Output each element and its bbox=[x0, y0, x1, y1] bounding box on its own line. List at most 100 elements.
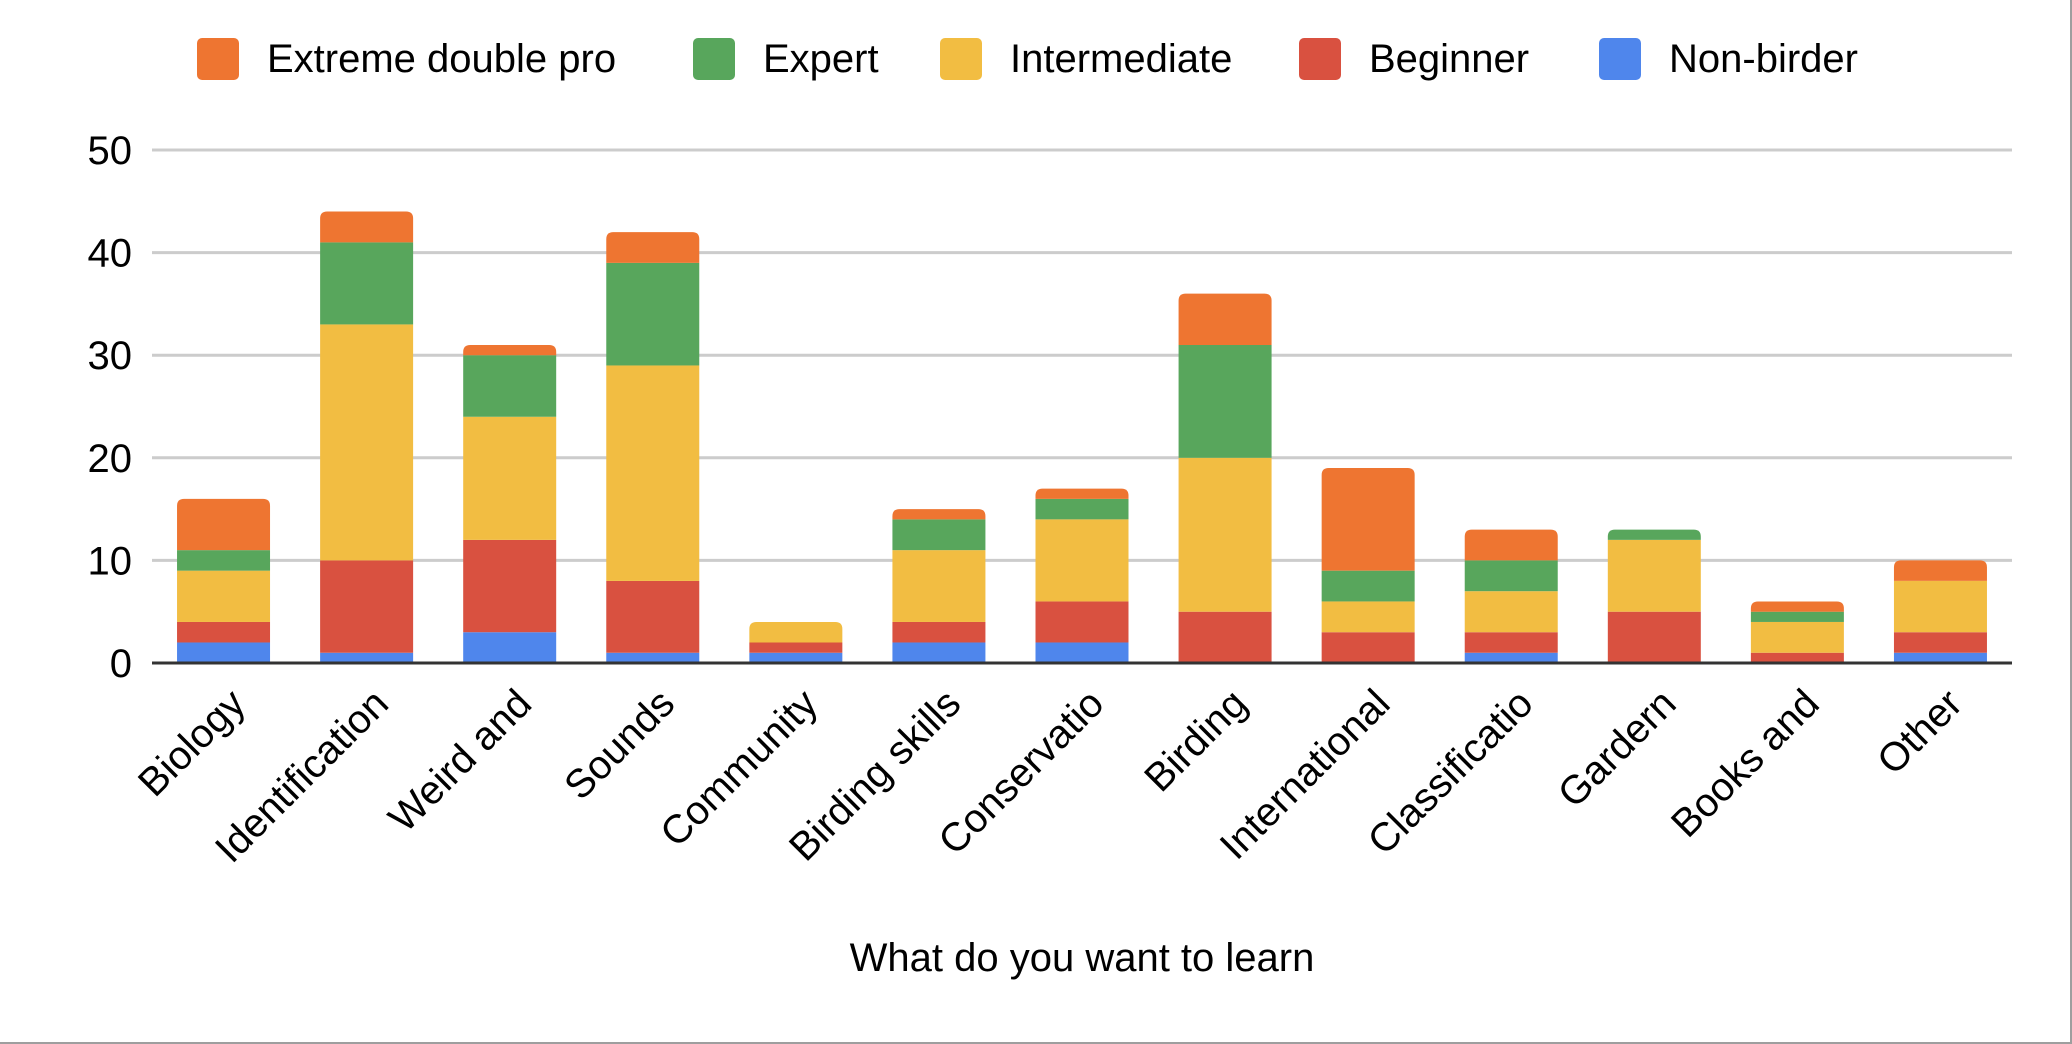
bar-segment-beginner bbox=[320, 560, 414, 653]
bar-segment-extreme-double-pro bbox=[1750, 601, 1844, 612]
bar-segment-non-birder bbox=[463, 632, 557, 663]
bar-stack-books-and bbox=[1750, 601, 1844, 663]
bar-segment-extreme-double-pro bbox=[1464, 529, 1558, 561]
bar-segment-expert bbox=[177, 550, 271, 571]
bar-segment-extreme-double-pro bbox=[1893, 560, 1987, 581]
y-tick-label: 20 bbox=[88, 437, 133, 481]
y-tick-label: 0 bbox=[110, 642, 132, 686]
bar-segment-non-birder bbox=[749, 652, 843, 663]
y-tick-label: 10 bbox=[88, 539, 133, 583]
bar-segment-extreme-double-pro bbox=[320, 211, 414, 243]
y-tick-label: 50 bbox=[88, 129, 133, 173]
bar-segment-extreme-double-pro bbox=[606, 232, 700, 263]
bar-segment-beginner bbox=[1035, 601, 1129, 643]
bar-segment-intermediate bbox=[320, 324, 414, 561]
bar-segment-beginner bbox=[463, 539, 557, 633]
bar-segment-beginner bbox=[1893, 632, 1987, 653]
bars bbox=[177, 211, 1987, 663]
bar-stack-identification bbox=[320, 211, 414, 663]
bar-segment-expert bbox=[463, 355, 557, 417]
bar-stack-biology bbox=[177, 498, 271, 663]
x-tick-label: Other bbox=[1869, 681, 1971, 783]
bar-stack-classificatio bbox=[1464, 529, 1558, 663]
bar-segment-intermediate bbox=[749, 621, 843, 643]
bar-segment-extreme-double-pro bbox=[177, 498, 271, 551]
bar-segment-expert bbox=[1464, 560, 1558, 592]
bar-segment-expert bbox=[1321, 570, 1415, 602]
gridlines bbox=[152, 148, 2012, 562]
bar-segment-extreme-double-pro bbox=[1321, 468, 1415, 571]
bar-stack-gardern bbox=[1607, 529, 1701, 663]
bar-segment-expert bbox=[1607, 529, 1701, 540]
legend-swatch bbox=[693, 38, 735, 80]
x-tick-label: Biology bbox=[130, 681, 254, 805]
bar-segment-extreme-double-pro bbox=[1178, 293, 1272, 345]
bar-stack-birding bbox=[1178, 293, 1272, 663]
bar-segment-expert bbox=[1035, 498, 1129, 520]
bar-stack-international bbox=[1321, 468, 1415, 663]
y-axis-ticks: 0 10 20 30 40 50 bbox=[88, 129, 133, 686]
bar-segment-intermediate bbox=[463, 416, 557, 540]
legend-item-extreme-double-pro: Extreme double pro bbox=[197, 37, 616, 81]
bar-stack-sounds bbox=[606, 232, 700, 663]
bar-segment-intermediate bbox=[1893, 580, 1987, 633]
x-tick-label: Birding bbox=[1136, 681, 1255, 800]
legend-label: Expert bbox=[763, 37, 879, 81]
bar-segment-beginner bbox=[749, 642, 843, 653]
bar-segment-non-birder bbox=[1464, 652, 1558, 663]
y-tick-label: 30 bbox=[88, 334, 133, 378]
bar-segment-beginner bbox=[606, 580, 700, 653]
bar-segment-beginner bbox=[1750, 652, 1844, 663]
bar-segment-expert bbox=[606, 262, 700, 366]
legend: Extreme double pro Expert Intermediate Begi… bbox=[197, 37, 1858, 81]
bar-segment-intermediate bbox=[177, 570, 271, 622]
legend-label: Extreme double pro bbox=[267, 37, 616, 81]
bar-segment-intermediate bbox=[1750, 621, 1844, 653]
bar-segment-intermediate bbox=[1178, 457, 1272, 612]
bar-segment-intermediate bbox=[1035, 519, 1129, 602]
x-tick-label: Gardern bbox=[1550, 681, 1685, 816]
legend-swatch bbox=[940, 38, 982, 80]
bar-segment-extreme-double-pro bbox=[892, 509, 986, 520]
bar-stack-weird-and bbox=[463, 344, 557, 663]
bar-segment-expert bbox=[892, 519, 986, 551]
x-tick-label: Weird and bbox=[381, 681, 541, 841]
bar-segment-non-birder bbox=[320, 652, 414, 663]
bar-segment-non-birder bbox=[606, 652, 700, 663]
bar-segment-non-birder bbox=[892, 642, 986, 663]
bar-segment-expert bbox=[1178, 344, 1272, 458]
bar-segment-non-birder bbox=[1035, 642, 1129, 663]
bar-stack-birding-skills bbox=[892, 509, 986, 663]
x-tick-label: Books and bbox=[1663, 681, 1828, 846]
bar-segment-intermediate bbox=[1607, 539, 1701, 612]
bar-segment-non-birder bbox=[1893, 652, 1987, 663]
bar-segment-extreme-double-pro bbox=[1035, 488, 1129, 499]
legend-swatch bbox=[197, 38, 239, 80]
legend-item-intermediate: Intermediate bbox=[940, 37, 1232, 81]
bar-segment-beginner bbox=[1607, 611, 1701, 663]
x-axis-title: What do you want to learn bbox=[850, 936, 1315, 980]
x-tick-label: Sounds bbox=[556, 681, 683, 808]
legend-label: Intermediate bbox=[1010, 37, 1232, 81]
bar-segment-beginner bbox=[1178, 611, 1272, 663]
bar-segment-beginner bbox=[177, 621, 271, 643]
legend-label: Non-birder bbox=[1669, 37, 1858, 81]
bar-segment-intermediate bbox=[892, 550, 986, 622]
bar-segment-beginner bbox=[1321, 632, 1415, 663]
legend-swatch bbox=[1599, 38, 1641, 80]
bar-segment-beginner bbox=[1464, 632, 1558, 653]
bar-segment-intermediate bbox=[1464, 591, 1558, 633]
y-tick-label: 40 bbox=[88, 232, 133, 276]
bar-stack-community bbox=[749, 621, 843, 663]
bar-segment-intermediate bbox=[1321, 601, 1415, 633]
bar-segment-non-birder bbox=[177, 642, 271, 663]
bar-stack-conservatio bbox=[1035, 488, 1129, 663]
legend-item-expert: Expert bbox=[693, 37, 879, 81]
bar-stack-other bbox=[1893, 560, 1987, 663]
bar-segment-extreme-double-pro bbox=[463, 344, 557, 356]
bar-segment-intermediate bbox=[606, 365, 700, 581]
legend-swatch bbox=[1299, 38, 1341, 80]
